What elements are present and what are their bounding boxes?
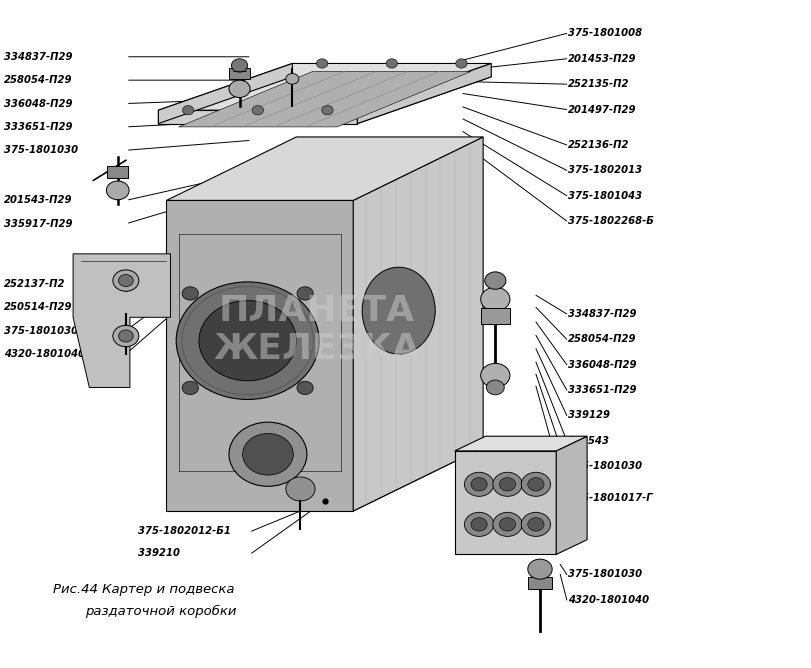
Text: 252137-П2: 252137-П2 xyxy=(4,279,66,289)
Circle shape xyxy=(297,381,313,395)
Text: 333651-П29: 333651-П29 xyxy=(568,385,636,395)
Text: ПЛАНЕТА: ПЛАНЕТА xyxy=(218,294,414,327)
Circle shape xyxy=(492,472,521,496)
Circle shape xyxy=(231,59,247,72)
Text: 4320-1801040: 4320-1801040 xyxy=(568,595,649,605)
Ellipse shape xyxy=(362,267,435,354)
Circle shape xyxy=(118,275,133,287)
Text: 334837-П29: 334837-П29 xyxy=(568,309,636,319)
Text: Рис.44 Картер и подвеска: Рис.44 Картер и подвеска xyxy=(53,583,234,596)
Circle shape xyxy=(470,478,487,491)
Text: 375-1802268-Б: 375-1802268-Б xyxy=(568,216,654,226)
Text: 252135-П2: 252135-П2 xyxy=(568,79,629,89)
Circle shape xyxy=(480,287,509,311)
Text: 252136-П2: 252136-П2 xyxy=(568,140,629,150)
Circle shape xyxy=(106,181,129,200)
Text: 336048-П29: 336048-П29 xyxy=(4,99,72,108)
Circle shape xyxy=(486,380,504,395)
Polygon shape xyxy=(166,448,483,511)
Circle shape xyxy=(285,73,298,84)
Circle shape xyxy=(182,381,198,395)
FancyBboxPatch shape xyxy=(527,577,551,589)
Text: 375-1802012-Б1: 375-1802012-Б1 xyxy=(138,526,230,536)
Polygon shape xyxy=(454,436,586,451)
Polygon shape xyxy=(166,137,483,200)
Text: 375-1801030: 375-1801030 xyxy=(4,326,78,335)
Polygon shape xyxy=(454,451,556,554)
Circle shape xyxy=(492,512,521,536)
Text: 334837-П29: 334837-П29 xyxy=(4,52,72,61)
Circle shape xyxy=(521,512,550,536)
Circle shape xyxy=(285,477,315,501)
Text: 375-1801017-Г: 375-1801017-Г xyxy=(568,493,652,502)
Circle shape xyxy=(499,518,515,531)
Text: 258054-П29: 258054-П29 xyxy=(4,75,72,85)
Circle shape xyxy=(316,59,328,68)
Circle shape xyxy=(464,472,493,496)
Circle shape xyxy=(527,478,543,491)
Text: 201543-П29: 201543-П29 xyxy=(4,196,72,205)
Polygon shape xyxy=(158,63,292,124)
Circle shape xyxy=(480,363,509,387)
Text: 335917-П29: 335917-П29 xyxy=(4,219,72,228)
Circle shape xyxy=(182,287,198,300)
Polygon shape xyxy=(158,110,357,124)
Circle shape xyxy=(385,59,397,68)
Text: 333651-П29: 333651-П29 xyxy=(4,122,72,132)
Polygon shape xyxy=(158,63,491,110)
Text: раздаточной коробки: раздаточной коробки xyxy=(85,605,237,618)
Text: 375-1801043: 375-1801043 xyxy=(568,191,642,200)
Text: 336048-П29: 336048-П29 xyxy=(568,360,636,369)
Circle shape xyxy=(113,325,139,347)
Polygon shape xyxy=(556,436,586,554)
FancyBboxPatch shape xyxy=(229,68,250,79)
FancyBboxPatch shape xyxy=(107,166,128,178)
Circle shape xyxy=(470,518,487,531)
FancyBboxPatch shape xyxy=(480,308,509,324)
Text: 339210: 339210 xyxy=(138,548,180,558)
Circle shape xyxy=(251,106,263,115)
Polygon shape xyxy=(353,137,483,511)
Text: 375-1801030: 375-1801030 xyxy=(568,462,642,471)
Circle shape xyxy=(118,330,133,342)
Polygon shape xyxy=(166,200,353,511)
Circle shape xyxy=(199,301,296,381)
Text: 258054-П29: 258054-П29 xyxy=(568,335,636,344)
Circle shape xyxy=(499,478,515,491)
Polygon shape xyxy=(73,254,170,387)
Circle shape xyxy=(242,434,293,475)
Polygon shape xyxy=(178,71,470,127)
Text: 4320-1801040: 4320-1801040 xyxy=(4,349,85,359)
Circle shape xyxy=(527,518,543,531)
Text: 201453-П29: 201453-П29 xyxy=(568,54,636,63)
Text: 375-1801008: 375-1801008 xyxy=(568,29,642,38)
Circle shape xyxy=(484,272,505,289)
Text: 375-1802013: 375-1802013 xyxy=(568,166,642,175)
Circle shape xyxy=(527,559,551,579)
Circle shape xyxy=(521,472,550,496)
Text: 201497-П29: 201497-П29 xyxy=(568,105,636,114)
Text: ЖЕЛЕЗКА: ЖЕЛЕЗКА xyxy=(213,332,419,365)
Text: 262543: 262543 xyxy=(568,436,610,446)
Circle shape xyxy=(455,59,466,68)
Text: 375-1801030: 375-1801030 xyxy=(568,570,642,579)
Circle shape xyxy=(229,422,307,486)
Text: 375-1801030: 375-1801030 xyxy=(4,146,78,155)
Circle shape xyxy=(182,106,194,115)
Circle shape xyxy=(113,270,139,291)
Circle shape xyxy=(297,287,313,300)
Polygon shape xyxy=(158,77,491,124)
Text: 339129: 339129 xyxy=(568,411,610,420)
Circle shape xyxy=(464,512,493,536)
Text: 250514-П29: 250514-П29 xyxy=(4,303,72,312)
Circle shape xyxy=(321,106,333,115)
Circle shape xyxy=(176,282,319,399)
Circle shape xyxy=(229,80,250,98)
Polygon shape xyxy=(357,63,491,124)
